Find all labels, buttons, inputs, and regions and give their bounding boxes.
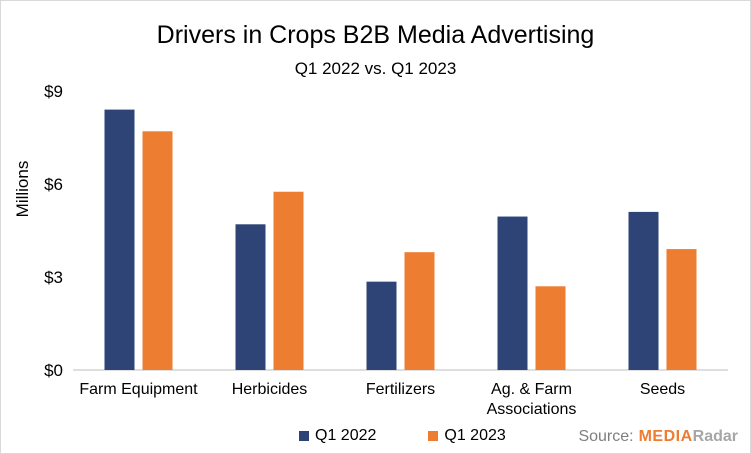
x-tick-label: Herbicides (232, 381, 308, 398)
legend-item-q1-2023: Q1 2023 (428, 427, 506, 445)
bar-q1-2023 (273, 191, 304, 370)
bar-q1-2022 (497, 216, 528, 370)
source-credit: Source: MEDIA Radar (578, 428, 738, 446)
legend-item-q1-2022: Q1 2022 (299, 427, 376, 445)
bar-q1-2022 (104, 109, 135, 370)
x-tick-label: Associations (487, 401, 577, 418)
x-tick-label: Farm Equipment (79, 381, 198, 398)
bar-q1-2023 (666, 249, 697, 370)
legend-swatch-q1-2022 (299, 431, 309, 441)
bar-q1-2023 (404, 252, 435, 370)
y-tick-label: $0 (44, 361, 63, 380)
source-label: Source: (578, 428, 634, 445)
chart-subtitle: Q1 2022 vs. Q1 2023 (294, 59, 457, 78)
x-tick-label: Ag. & Farm (491, 381, 572, 398)
y-tick-label: $6 (44, 175, 63, 194)
bar-q1-2022 (235, 224, 266, 370)
legend: Q1 2022 Q1 2023 (299, 427, 558, 445)
legend-label-q1-2023: Q1 2023 (444, 427, 506, 444)
x-tick-label: Seeds (640, 381, 685, 398)
y-tick-label: $9 (44, 82, 63, 101)
bar-q1-2023 (142, 131, 173, 370)
brand-logo-media: MEDIA (638, 428, 693, 445)
chart-title: Drivers in Crops B2B Media Advertising (156, 21, 595, 49)
bar-q1-2022 (628, 211, 659, 370)
bar-q1-2023 (535, 286, 566, 370)
bar-q1-2022 (366, 281, 397, 370)
x-tick-label: Fertilizers (366, 381, 435, 398)
brand-logo-radar: Radar (692, 428, 738, 445)
legend-label-q1-2022: Q1 2022 (315, 427, 377, 444)
legend-swatch-q1-2023 (428, 431, 439, 441)
y-tick-label: $3 (44, 268, 63, 287)
